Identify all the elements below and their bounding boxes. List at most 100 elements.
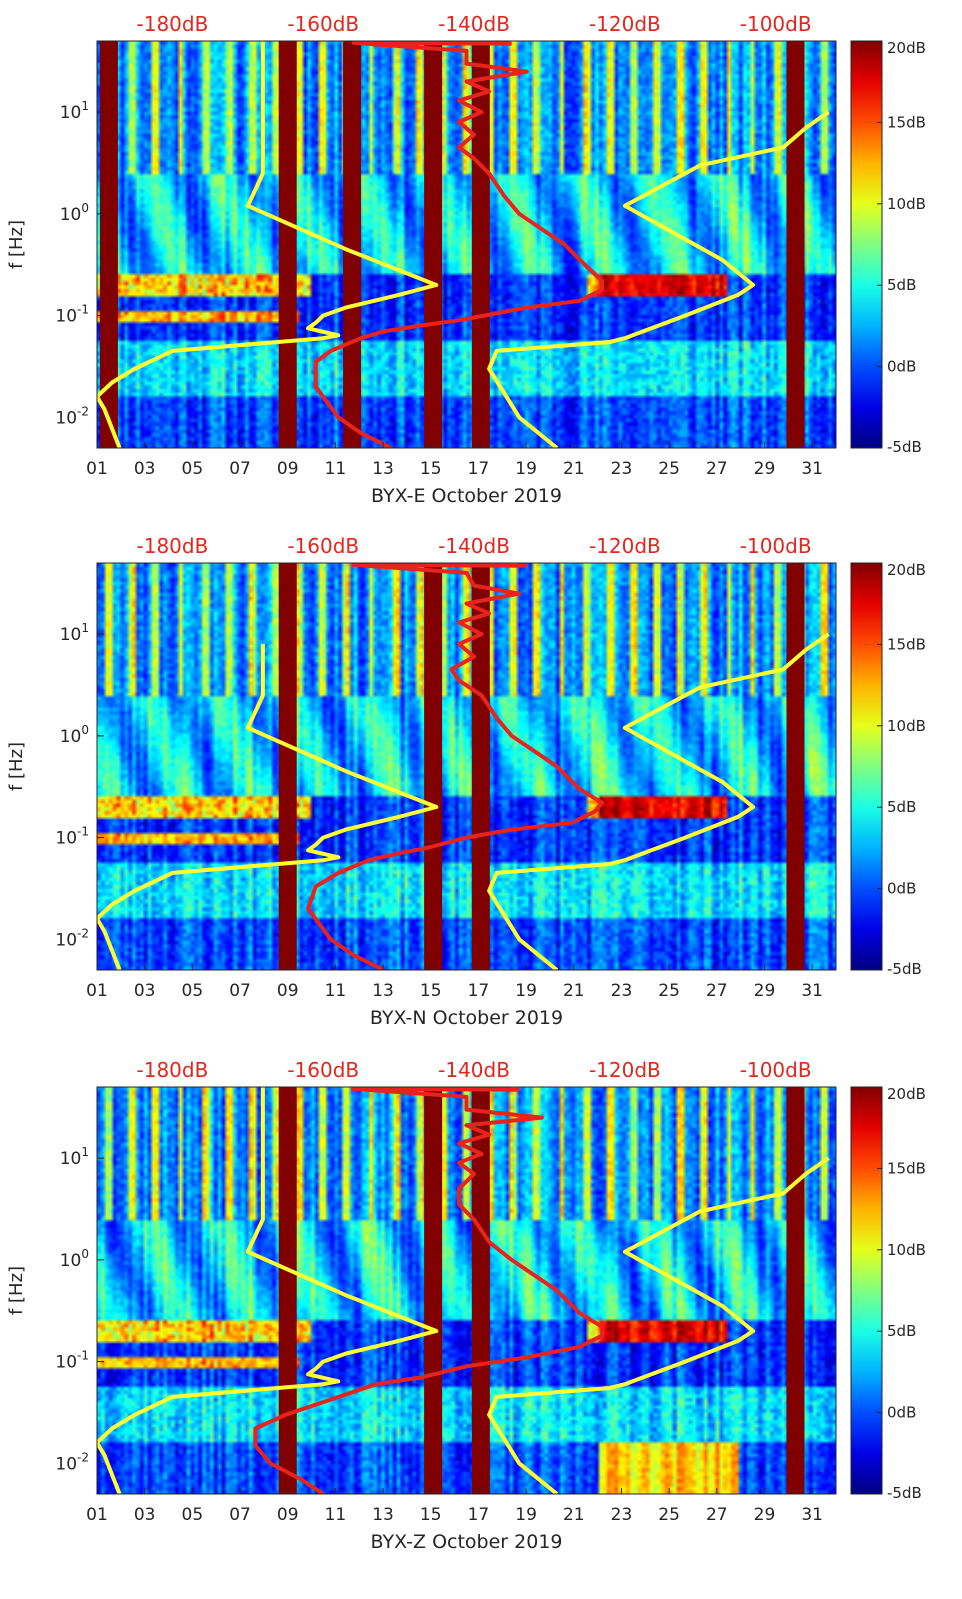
x-tick-label: 29 bbox=[754, 459, 776, 479]
y-tick-label: 101 bbox=[60, 621, 89, 645]
y-tick-label: 10-2 bbox=[55, 404, 89, 428]
y-tick-label: 10-2 bbox=[55, 926, 89, 950]
data-gap-bar bbox=[424, 1087, 443, 1494]
colorbar-tick-label: 0dB bbox=[887, 1404, 916, 1422]
x-tick-label: 07 bbox=[229, 459, 251, 479]
x-tick-label: 23 bbox=[611, 981, 633, 1001]
x-tick-label: 25 bbox=[658, 981, 680, 1001]
x-tick-label: 19 bbox=[515, 981, 537, 1001]
colorbar-tick-label: 5dB bbox=[887, 276, 916, 294]
noise-curve-3 bbox=[253, 1087, 605, 1494]
x-tick-label: 25 bbox=[658, 1505, 680, 1525]
data-gap-bar bbox=[343, 41, 362, 448]
spectrogram-image bbox=[97, 41, 836, 448]
top-db-label: -120dB bbox=[589, 534, 661, 558]
top-db-label: -100dB bbox=[740, 1058, 812, 1082]
noise-curve-2 bbox=[487, 632, 830, 970]
top-db-label: -120dB bbox=[589, 12, 661, 36]
top-db-label: -120dB bbox=[589, 1058, 661, 1082]
colorbar-tick-label: 15dB bbox=[887, 113, 926, 131]
top-db-label: -160dB bbox=[287, 12, 359, 36]
colorbar-tick-label: 20dB bbox=[887, 561, 926, 579]
colorbar-tick-label: 0dB bbox=[887, 358, 916, 376]
x-tick-label: 15 bbox=[420, 981, 442, 1001]
colorbar-tick-label: 10dB bbox=[887, 195, 926, 213]
x-tick-label: 01 bbox=[86, 981, 108, 1001]
spectrogram-panel-1: 01 03 05 07 09 11 13 15 17 19 21 23 25 27 29 31 10-2 10-1… bbox=[6, 12, 926, 507]
data-gap-bar bbox=[786, 41, 805, 448]
colorbar-tick-label: 10dB bbox=[887, 717, 926, 735]
x-tick-label: 05 bbox=[182, 981, 204, 1001]
top-db-label: -180dB bbox=[137, 534, 209, 558]
x-tick-label: 31 bbox=[801, 981, 823, 1001]
colorbar-tick-label: 5dB bbox=[887, 1322, 916, 1340]
y-axis-label: f [Hz] bbox=[6, 220, 27, 269]
x-axis-label: BYX-E October 2019 bbox=[371, 485, 562, 507]
x-tick-label: 17 bbox=[468, 459, 490, 479]
data-gap-bar bbox=[424, 41, 443, 448]
x-tick-label: 11 bbox=[325, 981, 347, 1001]
x-tick-label: 23 bbox=[611, 1505, 633, 1525]
x-axis-label: BYX-Z October 2019 bbox=[370, 1531, 562, 1553]
colorbar-tick-label: 10dB bbox=[887, 1241, 926, 1259]
colorbar-tick-label: 5dB bbox=[887, 798, 916, 816]
y-axis-label: f [Hz] bbox=[6, 742, 27, 791]
data-gap-bar bbox=[471, 41, 490, 448]
y-tick-label: 10-1 bbox=[55, 303, 89, 327]
colorbar bbox=[850, 40, 883, 449]
x-tick-label: 15 bbox=[420, 459, 442, 479]
data-gap-bar bbox=[424, 563, 443, 970]
top-db-label: -140dB bbox=[438, 12, 510, 36]
x-tick-label: 21 bbox=[563, 981, 585, 1001]
x-tick-label: 09 bbox=[277, 981, 299, 1001]
noise-curve-1 bbox=[97, 644, 439, 970]
top-db-label: -160dB bbox=[287, 1058, 359, 1082]
data-gap-bar bbox=[786, 1087, 805, 1494]
x-tick-label: 27 bbox=[706, 459, 728, 479]
x-tick-label: 03 bbox=[134, 1505, 156, 1525]
noise-curve-1 bbox=[97, 1087, 439, 1494]
y-tick-label: 10-2 bbox=[55, 1450, 89, 1474]
x-tick-label: 05 bbox=[182, 459, 204, 479]
top-db-label: -140dB bbox=[438, 1058, 510, 1082]
top-db-label: -100dB bbox=[740, 534, 812, 558]
x-axis-label: BYX-N October 2019 bbox=[370, 1007, 563, 1029]
noise-curve-2 bbox=[487, 1156, 830, 1494]
top-db-label: -180dB bbox=[137, 12, 209, 36]
x-tick-label: 19 bbox=[515, 1505, 537, 1525]
y-tick-label: 100 bbox=[60, 1247, 89, 1271]
colorbar bbox=[850, 562, 883, 971]
data-gap-bar bbox=[278, 1087, 297, 1494]
colorbar-tick-label: 0dB bbox=[887, 880, 916, 898]
axes-frame bbox=[96, 562, 837, 971]
x-tick-label: 17 bbox=[468, 1505, 490, 1525]
noise-curve-2 bbox=[487, 110, 830, 448]
x-tick-label: 29 bbox=[754, 981, 776, 1001]
axes-frame bbox=[96, 1086, 837, 1495]
y-tick-label: 101 bbox=[60, 99, 89, 123]
x-tick-label: 07 bbox=[229, 1505, 251, 1525]
top-db-label: -160dB bbox=[287, 534, 359, 558]
x-tick-label: 11 bbox=[325, 459, 347, 479]
x-tick-label: 23 bbox=[611, 459, 633, 479]
x-tick-label: 13 bbox=[372, 1505, 394, 1525]
colorbar-tick-label: 15dB bbox=[887, 635, 926, 653]
y-tick-label: 100 bbox=[60, 723, 89, 747]
x-tick-label: 07 bbox=[229, 981, 251, 1001]
noise-curve-3 bbox=[313, 41, 605, 448]
x-tick-label: 13 bbox=[372, 981, 394, 1001]
data-gap-bar bbox=[471, 563, 490, 970]
axes-frame bbox=[96, 40, 837, 449]
x-tick-label: 15 bbox=[420, 1505, 442, 1525]
x-tick-label: 09 bbox=[277, 459, 299, 479]
y-tick-label: 100 bbox=[60, 201, 89, 225]
colorbar-tick-label: 20dB bbox=[887, 39, 926, 57]
noise-curve-3 bbox=[306, 563, 605, 970]
spectrogram-panel-2: 01 03 05 07 09 11 13 15 17 19 21 23 25 27 29 31 10-2 10-1… bbox=[6, 534, 926, 1029]
x-tick-label: 21 bbox=[563, 459, 585, 479]
data-gap-bar bbox=[278, 41, 297, 448]
data-gap-bar bbox=[278, 563, 297, 970]
top-db-label: -180dB bbox=[137, 1058, 209, 1082]
x-tick-label: 05 bbox=[182, 1505, 204, 1525]
